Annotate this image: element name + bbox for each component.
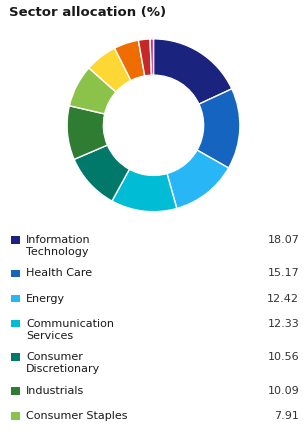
Wedge shape <box>154 39 232 104</box>
Text: 10.09: 10.09 <box>268 386 299 396</box>
Text: 12.42: 12.42 <box>267 293 299 304</box>
Text: Consumer Staples: Consumer Staples <box>26 411 128 421</box>
Text: Energy: Energy <box>26 293 65 304</box>
Wedge shape <box>115 40 145 80</box>
Text: Sector allocation (%): Sector allocation (%) <box>9 6 166 19</box>
Wedge shape <box>167 150 229 209</box>
Text: 7.91: 7.91 <box>274 411 299 421</box>
Text: Services: Services <box>26 330 73 341</box>
Wedge shape <box>89 48 131 92</box>
Wedge shape <box>138 39 151 76</box>
Wedge shape <box>112 169 177 212</box>
Wedge shape <box>67 106 107 159</box>
Text: 18.07: 18.07 <box>267 235 299 245</box>
Text: Health Care: Health Care <box>26 268 92 279</box>
Text: Communication: Communication <box>26 318 114 329</box>
Text: Information: Information <box>26 235 91 245</box>
Text: 12.33: 12.33 <box>268 318 299 329</box>
Text: Consumer: Consumer <box>26 352 83 362</box>
Text: 15.17: 15.17 <box>268 268 299 279</box>
Wedge shape <box>74 145 130 201</box>
Wedge shape <box>150 39 154 75</box>
Text: Technology: Technology <box>26 247 89 257</box>
Text: Discretionary: Discretionary <box>26 364 100 375</box>
Text: 10.56: 10.56 <box>268 352 299 362</box>
Text: Industrials: Industrials <box>26 386 84 396</box>
Wedge shape <box>197 89 240 168</box>
Wedge shape <box>69 68 116 114</box>
